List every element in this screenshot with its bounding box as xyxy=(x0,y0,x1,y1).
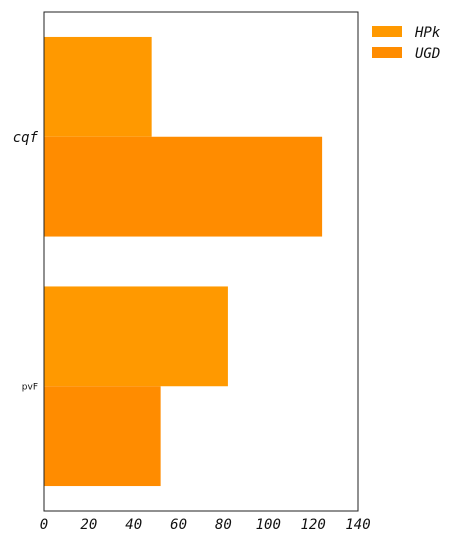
bar-HPk-pvF xyxy=(44,286,228,387)
legend: HPk UGD xyxy=(372,25,441,62)
y-tick-label-cqf: cqf xyxy=(13,130,39,146)
x-tick-label-40: 40 xyxy=(125,517,142,533)
bar-HPk-cqf xyxy=(44,36,152,137)
x-tick-label-120: 120 xyxy=(300,517,325,533)
x-tick-label-20: 20 xyxy=(80,517,97,533)
legend-label-HPk: HPk xyxy=(414,25,441,41)
plot-frame xyxy=(43,11,359,512)
y-tick-label-pvF: pvF xyxy=(22,382,38,392)
x-tick-label-140: 140 xyxy=(345,517,370,533)
x-tick-label-100: 100 xyxy=(256,517,281,533)
bar-UGD-pvF xyxy=(44,386,161,487)
x-tick-label-0: 0 xyxy=(40,517,48,533)
x-axis-ticks: 0 20 40 60 80 100 120 140 xyxy=(40,517,371,533)
legend-label-UGD: UGD xyxy=(415,46,440,62)
bars-group xyxy=(44,36,323,487)
legend-swatch-UGD xyxy=(372,47,402,58)
bar-UGD-cqf xyxy=(44,136,323,237)
x-tick-label-60: 60 xyxy=(170,517,187,533)
legend-swatch-HPk xyxy=(372,26,402,37)
y-axis-categories: cqf pvF xyxy=(13,130,39,393)
x-tick-label-80: 80 xyxy=(215,517,232,533)
